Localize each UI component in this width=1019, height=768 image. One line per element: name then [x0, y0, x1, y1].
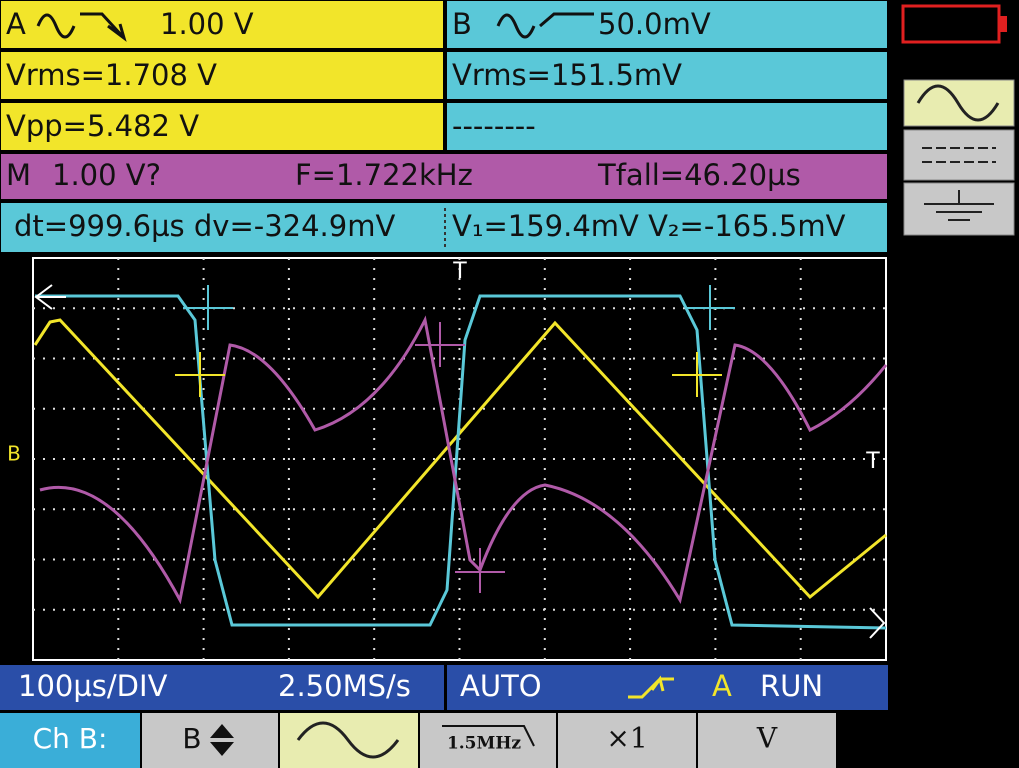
button[interactable] [420, 713, 556, 768]
softkey-select[interactable]: B [142, 713, 278, 768]
channel-a-label: A [6, 7, 26, 41]
trace-a [33, 318, 887, 600]
softkey-label: B [182, 722, 201, 755]
softkey-label: ×1 [606, 722, 647, 755]
channel-b-vrms: Vrms=151.5mV [452, 58, 682, 92]
button[interactable] [0, 713, 140, 768]
offset-arrows [34, 284, 886, 639]
math-label: M [6, 158, 31, 192]
softkey-label: 1.5MHz [447, 734, 521, 754]
channel-a-scale: 1.00 V [160, 7, 254, 41]
coupling-gnd-button[interactable] [903, 182, 1015, 236]
status-trigger [447, 665, 888, 710]
frequency: F=1.722kHz [295, 158, 473, 192]
graticule [33, 258, 886, 660]
panel-b-header [445, 0, 889, 50]
trace-b [35, 294, 887, 630]
channel-b-scale: 50.0mV [598, 7, 711, 41]
trigger-mode: AUTO [460, 669, 542, 703]
softkey-unit[interactable]: V [698, 713, 836, 768]
cursor-delta: dt=999.6µs dv=-324.9mV [14, 209, 395, 243]
trigger-time-marker: T [452, 259, 467, 284]
ac-icon [916, 84, 1000, 122]
panel-a-vrms [0, 50, 445, 101]
button[interactable] [903, 129, 1015, 181]
channel-a-vpp: Vpp=5.482 V [6, 109, 199, 143]
status-timebase [0, 665, 444, 710]
filter-icon [442, 725, 535, 747]
ac-icon [36, 13, 76, 39]
fall-time: Tfall=46.20µs [597, 158, 801, 192]
filter-icon [80, 12, 127, 42]
channel-b-vpp: -------- [452, 109, 536, 143]
trigger-source: A [712, 669, 732, 703]
math-scale: 1.00 V? [52, 158, 161, 192]
panel-a-header [0, 0, 445, 50]
button[interactable] [558, 713, 696, 768]
cursor-marks-a [175, 352, 722, 397]
panel-b-vpp [445, 101, 889, 152]
trigger-level-marker: T [865, 449, 880, 474]
softkey-bandwidth[interactable]: 1.5MHz [420, 713, 556, 768]
softkey-coupling[interactable] [280, 713, 418, 768]
ac-icon [296, 721, 400, 759]
coupling-ac-button[interactable] [903, 79, 1015, 127]
channel-marker: B [7, 442, 21, 466]
ground-icon [924, 190, 994, 221]
trigger-slope-icon [628, 675, 674, 699]
filter-icon [539, 12, 594, 28]
channel-b-label: B [452, 7, 472, 41]
button[interactable] [698, 713, 836, 768]
channel-a-vrms: Vrms=1.708 V [6, 58, 217, 92]
updown-icon [210, 724, 234, 756]
softkey-label: Ch B: [33, 722, 108, 755]
softkey-channel[interactable]: Ch B: [0, 713, 140, 768]
coupling-dc-button[interactable] [903, 129, 1015, 181]
ac-icon [496, 13, 536, 39]
sample-rate: 2.50MS/s [278, 669, 411, 703]
panel-a-vpp [0, 101, 445, 152]
panel-b-vrms [445, 50, 889, 101]
panel-math [0, 152, 889, 201]
trace-math [39, 315, 888, 605]
cursor-marks-b [183, 285, 735, 330]
battery-tip [999, 16, 1007, 32]
run-state: RUN [760, 669, 823, 703]
dc-icon [922, 147, 996, 163]
button[interactable] [142, 713, 278, 768]
cursor-marks-math [415, 322, 505, 593]
softkey-label: V [756, 722, 778, 755]
softkey-probe[interactable]: ×1 [558, 713, 696, 768]
timebase: 100µs/DIV [18, 669, 168, 703]
cursor-levels: V₁=159.4mV V₂=-165.5mV [452, 209, 846, 243]
